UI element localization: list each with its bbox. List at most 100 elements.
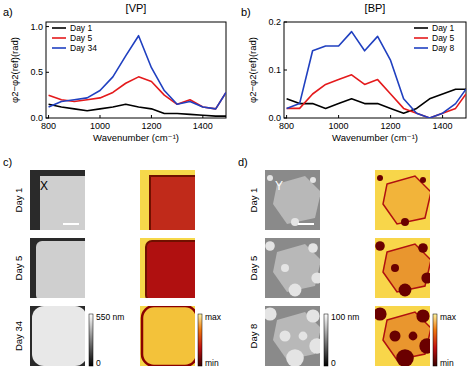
colorbar-label: 100 nm [331,312,359,322]
y-tick [46,26,49,27]
x-tick-label: 1200 [141,121,161,131]
bubble [308,243,318,253]
substrate [265,238,320,298]
plot-frame [284,22,466,118]
x-tick-label: 1000 [329,121,349,131]
flake [383,176,430,224]
bubble [265,241,275,251]
bubble [391,264,399,272]
topography-image [265,170,320,230]
title: [VP] [126,2,147,14]
y-tick [284,22,287,23]
flake [40,176,85,230]
bubble [286,349,304,366]
series-line [287,75,466,118]
marker-label: X [40,179,48,193]
colorbar-label: 0 [96,358,101,368]
panel-label: a) [3,6,13,18]
y-tick-label: 1.0 [30,22,43,32]
colorbar-label: max [205,312,222,322]
x-tick-label: 1400 [433,121,453,131]
row-label: Day 34 [13,321,24,351]
y-tick-label: 0.2 [268,17,281,27]
x-tick-label: 800 [41,121,56,131]
flake [32,306,85,366]
bubble [306,309,319,322]
colorbar-label: min [440,358,454,368]
signal-colorbar [198,314,202,366]
colorbar-label: 0 [331,358,336,368]
scale-bar [63,223,79,225]
row-label: Day 5 [248,256,259,281]
x-tick [338,115,339,118]
row-label: Day 1 [248,188,259,213]
bubble [375,241,385,251]
bubble [390,331,401,342]
data-group [49,36,226,116]
legend-swatch [414,27,428,29]
bubble [309,338,320,353]
bubble [416,309,429,322]
legend-label: Day 5 [432,33,454,43]
flake [142,306,195,366]
bubble [281,264,289,272]
y-tick-label: 0.5 [30,67,43,77]
colorbar-label: min [205,358,219,368]
substrate [265,170,320,230]
x-tick-label: 1400 [193,121,213,131]
panel-label: b) [241,6,251,18]
bubble [396,349,414,366]
colorbar-label: max [440,312,457,322]
y-axis-label: φ2−φ2(ref)(rad) [247,37,258,103]
plot-frame [46,22,226,118]
bubble [265,307,277,320]
legend-label: Day 34 [70,43,97,53]
height-colorbar [324,314,328,366]
topography-image [30,238,85,298]
legend-label: Day 1 [432,23,454,33]
marker-label: Y [275,179,283,193]
chart: b)[BP]8001000120014000.00.10.2Wavenumber… [241,2,466,143]
series-line [287,32,466,118]
bubble [289,284,302,297]
bubble [401,218,409,226]
y-tick [46,72,49,73]
chart: a)[VP]8001000120014000.00.51.0Wavenumber… [3,2,226,143]
flake [150,176,195,230]
background [375,170,430,230]
legend-swatch [52,37,66,39]
x-tick [442,115,443,118]
x-tick [390,115,391,118]
legend-label: Day 8 [432,43,454,53]
bubble [311,272,320,283]
bubble [291,218,299,226]
height-colorbar [89,314,93,366]
nano-ir-image [375,170,430,230]
bubble [299,332,308,341]
flake [273,176,320,224]
title: [BP] [365,2,386,14]
image-panel: d)Day 1YDay 5Day 8100 nm0maxmin [238,156,457,368]
x-tick-label: 1200 [381,121,401,131]
topography-image [265,238,320,298]
row-label: Day 8 [248,324,259,349]
series-line [49,36,226,109]
image-panel: c)Day 1XDay 5Day 34550 nm0maxmin [3,156,222,368]
scale-bar [298,223,314,225]
topography-image [30,170,85,230]
nano-ir-image [140,170,195,230]
bubble [399,284,412,297]
x-tick-label: 1000 [90,121,110,131]
bubble [375,307,387,320]
y-tick-label: 0.1 [268,65,281,75]
bubble [419,338,430,353]
data-group [287,32,466,118]
flake [146,241,195,298]
y-tick [46,118,49,119]
legend-swatch [52,27,66,29]
x-axis-label: Wavenumber (cm⁻¹) [93,132,179,143]
nano-ir-image [375,238,430,298]
flake [36,241,85,298]
bubble [420,177,426,183]
nano-ir-image [140,238,195,298]
